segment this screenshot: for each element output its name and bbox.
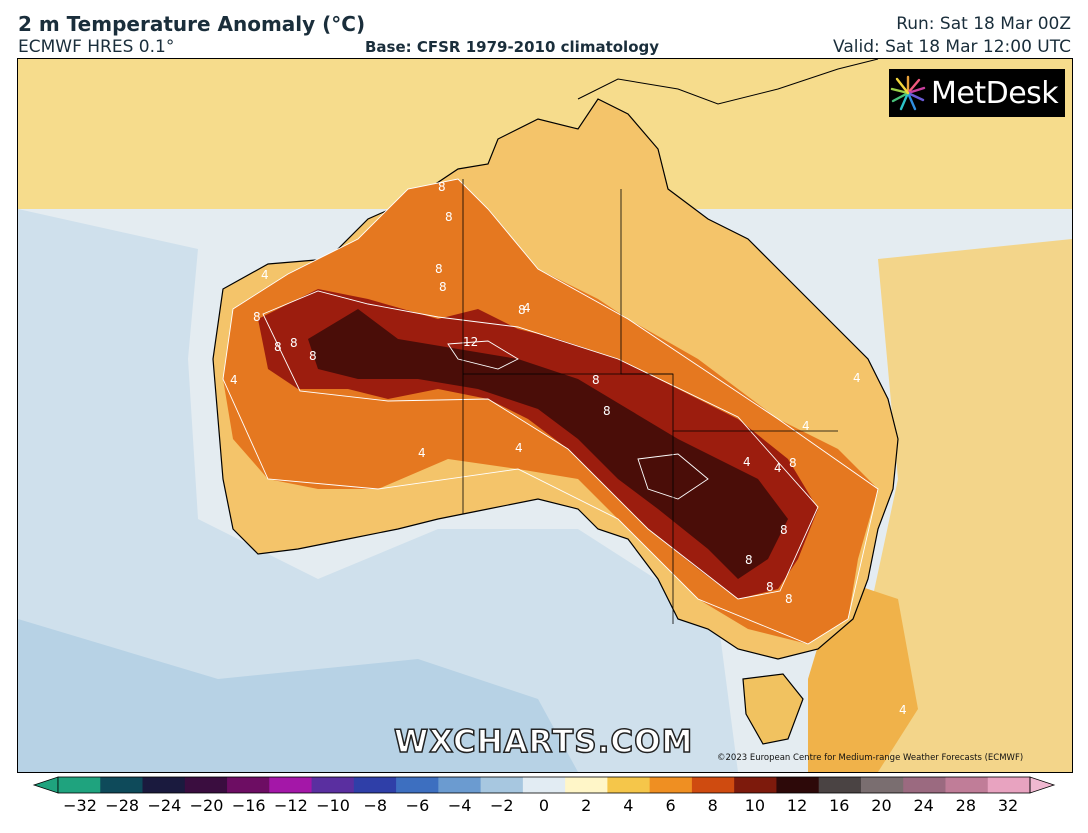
contour-label: 8 <box>253 310 261 324</box>
contour-label: 4 <box>261 268 269 282</box>
climatology-base-label: Base: CFSR 1979-2010 climatology <box>365 38 660 56</box>
colorbar-outline <box>57 776 1031 794</box>
chart-title: 2 m Temperature Anomaly (°C) <box>18 12 366 36</box>
colorbar-segment <box>311 777 355 793</box>
colorbar-tick-label: 10 <box>744 796 766 815</box>
metdesk-starburst-icon <box>890 75 926 111</box>
colorbar-tick-label: 32 <box>997 796 1019 815</box>
colorbar-tick-label: 24 <box>913 796 934 815</box>
colorbar-tick-label: −16 <box>231 796 266 815</box>
colorbar-segment <box>438 777 482 793</box>
contour-label: 4 <box>774 461 782 475</box>
contour-label: 8 <box>766 580 774 594</box>
southern-ocean-blue <box>18 619 578 772</box>
contour-label: 4 <box>743 455 751 469</box>
colorbar-segment <box>227 777 270 793</box>
colorbar-arrow-right <box>1029 776 1056 794</box>
contour-label: 8 <box>603 404 611 418</box>
contour-label: 8 <box>274 340 282 354</box>
colorbar-tick-label: −8 <box>363 796 388 815</box>
colorbar-segment <box>142 777 186 793</box>
contour-label: 12 <box>463 335 478 349</box>
state-border-qld <box>620 189 838 432</box>
contour-label: 4 <box>523 301 531 315</box>
southwest-cool-water <box>18 209 738 772</box>
colorbar-segment <box>565 777 608 793</box>
colorbar-tick-label: 12 <box>786 796 808 815</box>
colorbar-segment <box>522 777 566 793</box>
colorbar-segment <box>649 777 693 793</box>
colorbar-tick-label: 4 <box>623 796 634 815</box>
tasmania <box>742 673 804 745</box>
colorbar-segment <box>58 777 101 793</box>
colorbar-tick-label: −32 <box>63 796 97 815</box>
colorbar-tick-label: −12 <box>274 796 308 815</box>
colorbar-segment <box>945 777 989 793</box>
colorbar-tick-label: 6 <box>665 796 676 815</box>
colorbar-segment <box>184 777 228 793</box>
colorbar-segment <box>100 777 144 793</box>
colorbar-segment <box>691 777 735 793</box>
contour-label: 8 <box>592 373 600 387</box>
contour-label: 8 <box>780 523 788 537</box>
colorbar-tick-label: 28 <box>955 796 976 815</box>
colorbar-segment <box>396 777 439 793</box>
contour-label: 8 <box>745 553 753 567</box>
colorbar <box>32 776 1056 794</box>
contour-label: 8 <box>445 210 453 224</box>
contour-label: 8 <box>439 280 447 294</box>
colorbar-segment <box>776 777 820 793</box>
anomaly-12-core <box>308 309 788 579</box>
colorbar-tick-label: 8 <box>707 796 718 815</box>
contour-label: 4 <box>418 446 426 460</box>
colorbar-tick-label: −4 <box>447 796 472 815</box>
valid-time-label: Valid: Sat 18 Mar 12:00 UTC <box>833 37 1071 57</box>
contour-line-12 <box>447 340 709 500</box>
colorbar-tick-label: 16 <box>829 796 850 815</box>
wxcharts-watermark: WXCHARTS.COM <box>393 723 694 761</box>
colorbar-segment <box>860 777 904 793</box>
contour-line-4 <box>222 178 879 645</box>
contour-line-8 <box>262 290 819 600</box>
colorbar-segment <box>818 777 862 793</box>
contour-label: 8 <box>789 456 797 470</box>
contour-label: 8 <box>518 303 526 317</box>
colorbar-tick-label: −28 <box>105 796 140 815</box>
colorbar-arrow-left <box>32 776 59 794</box>
contour-label: 4 <box>853 371 861 385</box>
colorbar-tick-label: 2 <box>581 796 592 815</box>
contour-label: 4 <box>230 373 238 387</box>
colorbar-segment <box>269 777 313 793</box>
colorbar-segment <box>480 777 524 793</box>
colorbar-segment <box>903 777 946 793</box>
contour-label: 8 <box>435 262 443 276</box>
contour-label: 4 <box>802 419 810 433</box>
contour-label: 4 <box>515 441 523 455</box>
colorbar-tick-label: −24 <box>147 796 182 815</box>
colorbar-tick-label: 0 <box>538 796 550 815</box>
new-guinea-coast <box>577 59 879 105</box>
colorbar-tick-label: −20 <box>189 796 224 815</box>
contour-label: 8 <box>309 349 317 363</box>
metdesk-logo-text: MetDesk <box>931 75 1059 111</box>
colorbar-tick-label: −2 <box>490 796 514 815</box>
colorbar-segment <box>607 777 651 793</box>
colorbar-segment <box>987 777 1031 793</box>
contour-label: 8 <box>290 336 298 350</box>
contour-label: 8 <box>785 592 793 606</box>
anomaly-map: 4 8 8 8 8 8 8 4 8 4 8 12 8 8 8 4 4 8 4 4 8 8 8 8 4 4 4 <box>17 58 1073 773</box>
colorbar-tick-label: −6 <box>405 796 430 815</box>
colorbar-segment <box>353 777 397 793</box>
colorbar-segment <box>734 777 777 793</box>
contour-label: 8 <box>438 180 446 194</box>
colorbar-tick-label: −10 <box>316 796 350 815</box>
run-time-label: Run: Sat 18 Mar 00Z <box>896 14 1071 34</box>
metdesk-logo: MetDesk <box>889 69 1065 117</box>
contour-label: 4 <box>899 703 907 717</box>
colorbar-tick-label: 20 <box>871 796 892 815</box>
ecmwf-copyright: ©2023 European Centre for Medium-range W… <box>717 753 1024 763</box>
model-label: ECMWF HRES 0.1° <box>18 37 175 57</box>
